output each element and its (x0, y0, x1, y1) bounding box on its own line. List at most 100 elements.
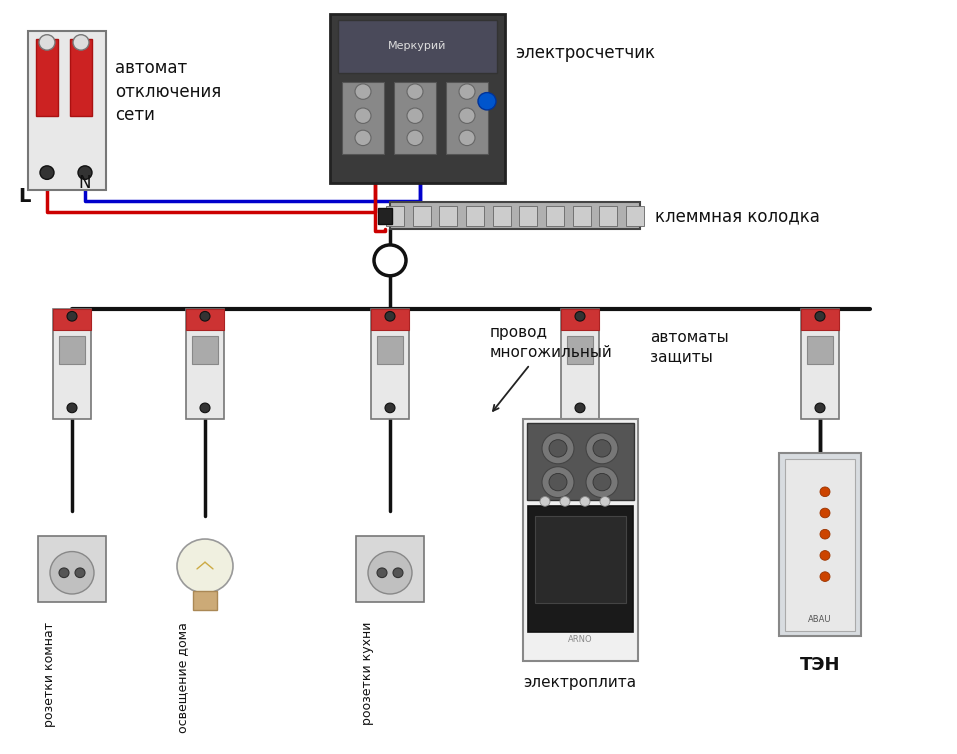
Bar (186, 308, 224, 329)
Bar (38, 536, 106, 602)
Circle shape (459, 84, 475, 100)
Bar (801, 308, 839, 419)
Bar (523, 419, 637, 661)
Text: электроплита: электроплита (523, 675, 636, 690)
Text: роозетки кухни: роозетки кухни (362, 622, 374, 725)
Text: клеммная колодка: клеммная колодка (655, 207, 820, 225)
Bar (28, 31, 106, 190)
Bar (626, 207, 644, 225)
Circle shape (407, 84, 423, 100)
Circle shape (593, 474, 611, 491)
Bar (785, 459, 855, 630)
Circle shape (815, 403, 825, 412)
Circle shape (50, 552, 94, 594)
Text: розетки комнат: розетки комнат (43, 622, 56, 727)
Bar (356, 536, 424, 602)
Circle shape (820, 529, 830, 539)
Circle shape (39, 35, 55, 51)
Bar (394, 82, 436, 155)
Circle shape (600, 497, 610, 506)
Bar (386, 207, 404, 225)
Bar (390, 203, 640, 229)
Circle shape (820, 572, 830, 581)
Circle shape (200, 311, 210, 321)
Bar (801, 308, 839, 329)
Circle shape (593, 440, 611, 457)
Bar (59, 336, 85, 364)
Bar (466, 207, 484, 225)
Circle shape (540, 497, 550, 506)
Circle shape (40, 166, 54, 179)
Text: электросчетчик: электросчетчик (515, 44, 655, 62)
Circle shape (177, 539, 233, 593)
Bar (546, 207, 564, 225)
Circle shape (560, 497, 570, 506)
Bar (572, 207, 590, 225)
Circle shape (59, 568, 69, 578)
Circle shape (586, 467, 618, 498)
Circle shape (815, 311, 825, 321)
Circle shape (586, 433, 618, 464)
Text: автомат
отключения
сети: автомат отключения сети (115, 59, 221, 124)
Bar (36, 38, 58, 115)
Bar (520, 207, 537, 225)
Bar (535, 516, 626, 602)
Circle shape (459, 108, 475, 124)
Circle shape (407, 130, 423, 146)
Text: ТЭН: ТЭН (800, 656, 840, 674)
Circle shape (67, 311, 77, 321)
Bar (53, 308, 91, 329)
Bar (561, 308, 599, 329)
Circle shape (355, 84, 371, 100)
Circle shape (549, 440, 567, 457)
Circle shape (820, 508, 830, 518)
Bar (192, 336, 218, 364)
Bar (342, 82, 384, 155)
Circle shape (73, 35, 89, 51)
Circle shape (542, 433, 574, 464)
Circle shape (549, 474, 567, 491)
Bar (446, 82, 488, 155)
Circle shape (393, 568, 403, 578)
Text: освещение дома: освещение дома (176, 622, 189, 733)
Bar (53, 308, 91, 419)
Circle shape (78, 166, 92, 179)
Bar (567, 336, 593, 364)
Bar (378, 208, 392, 224)
Circle shape (820, 487, 830, 497)
Circle shape (407, 108, 423, 124)
Text: провод
многожильный: провод многожильный (490, 325, 612, 360)
Bar (779, 453, 861, 636)
Text: ARNO: ARNO (568, 635, 592, 644)
Bar (371, 308, 409, 419)
Text: L: L (18, 188, 31, 207)
Text: Меркурий: Меркурий (389, 41, 447, 51)
Bar (371, 308, 409, 329)
Bar (377, 336, 403, 364)
Circle shape (67, 403, 77, 412)
Circle shape (75, 568, 85, 578)
Bar (330, 14, 505, 183)
Bar (193, 591, 217, 611)
Bar (527, 506, 633, 632)
Circle shape (542, 467, 574, 498)
Circle shape (575, 403, 585, 412)
Circle shape (820, 550, 830, 560)
Circle shape (478, 93, 496, 110)
Bar (70, 38, 92, 115)
Circle shape (200, 403, 210, 412)
Bar (338, 20, 497, 73)
Circle shape (459, 130, 475, 146)
Circle shape (374, 245, 406, 276)
Bar (599, 207, 617, 225)
Circle shape (355, 130, 371, 146)
Bar (561, 308, 599, 419)
Circle shape (385, 311, 395, 321)
Circle shape (377, 568, 387, 578)
Circle shape (385, 403, 395, 412)
Circle shape (368, 552, 412, 594)
Bar (439, 207, 457, 225)
Text: ABAU: ABAU (809, 615, 832, 624)
Circle shape (355, 108, 371, 124)
Text: автоматы
защиты: автоматы защиты (650, 329, 728, 364)
